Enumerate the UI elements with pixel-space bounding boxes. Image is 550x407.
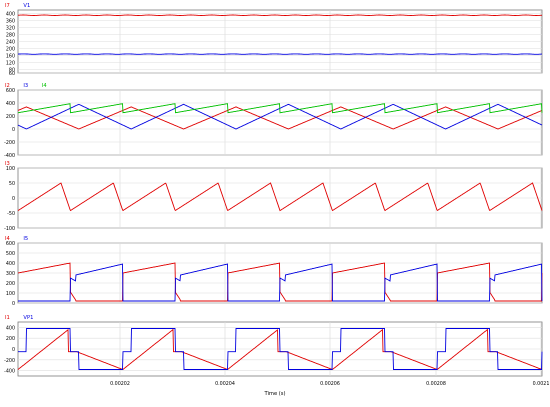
series-line-i7 <box>18 15 542 16</box>
x-tick-label: 0.00204 <box>215 381 235 387</box>
y-tick-label: -50 <box>7 211 15 217</box>
y-tick-label: -400 <box>4 369 15 375</box>
y-tick-label: 360 <box>6 19 15 25</box>
y-tick-label: 400 <box>6 12 15 18</box>
y-tick-label: 60 <box>9 71 15 77</box>
x-tick-label: 0.00208 <box>426 381 446 387</box>
legend-entry: I4 <box>5 236 11 242</box>
y-tick-label: 50 <box>9 181 15 187</box>
y-tick-label: 0 <box>12 196 15 202</box>
y-tick-label: 160 <box>6 54 15 60</box>
y-tick-label: 320 <box>6 26 15 32</box>
legend-entry: I5 <box>23 236 28 242</box>
x-tick-label: 0.0021 <box>533 381 550 387</box>
y-tick-label: 240 <box>6 40 15 46</box>
x-axis-label: Time (s) <box>263 391 285 397</box>
legend-entry: I2 <box>5 83 10 89</box>
legend-entry: V1 <box>23 3 30 9</box>
y-tick-label: -400 <box>4 153 15 159</box>
y-tick-label: 280 <box>6 33 15 39</box>
plot-frame <box>18 90 542 155</box>
x-tick-label: 0.00202 <box>110 381 130 387</box>
y-tick-label: -100 <box>4 226 15 232</box>
legend-entry: I4 <box>42 83 48 89</box>
x-tick-label: 0.00206 <box>320 381 340 387</box>
panel-5: 400 200 0 -200 -400 I1 VP1 <box>4 315 542 376</box>
y-tick-label: 120 <box>6 61 15 67</box>
y-tick-label: 0 <box>12 347 15 353</box>
y-tick-label: 200 <box>6 114 15 120</box>
y-tick-label: -200 <box>4 358 15 364</box>
y-tick-label: 0 <box>12 127 15 133</box>
y-tick-label: 400 <box>6 101 15 107</box>
y-tick-label: 500 <box>6 251 15 257</box>
y-tick-label: 0 <box>12 301 15 307</box>
legend-entry: I3 <box>5 161 10 167</box>
legend-entry: VP1 <box>23 315 33 321</box>
y-tick-label: 400 <box>6 261 15 267</box>
y-tick-label: 400 <box>6 325 15 331</box>
y-tick-label: -200 <box>4 140 15 146</box>
legend-entry: I7 <box>5 3 10 9</box>
y-tick-label: 300 <box>6 271 15 277</box>
y-tick-label: 200 <box>6 336 15 342</box>
legend-entry: I1 <box>5 315 10 321</box>
y-tick-label: 200 <box>6 47 15 53</box>
y-tick-label: 200 <box>6 281 15 287</box>
y-tick-label: 100 <box>6 291 15 297</box>
legend-entry: I3 <box>23 83 28 89</box>
